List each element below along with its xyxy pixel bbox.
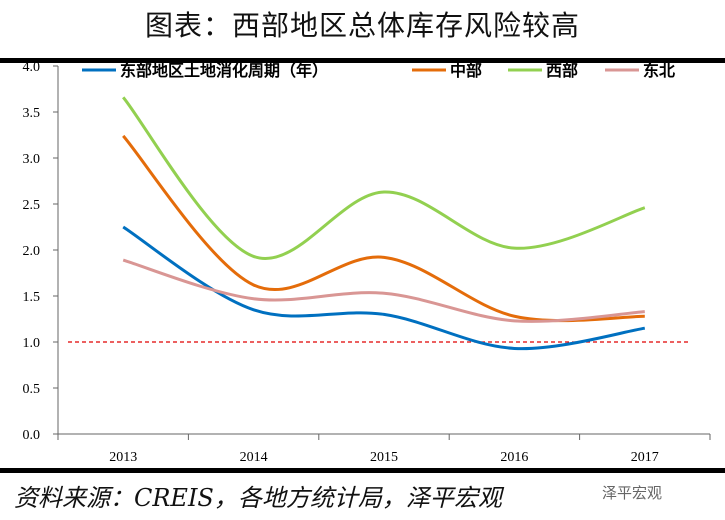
x-tick-label: 2013 — [109, 450, 137, 465]
y-tick-label: 2.5 — [23, 198, 41, 213]
series-line-0 — [122, 225, 646, 351]
bottom-rule — [0, 468, 725, 473]
x-tick-label: 2016 — [500, 450, 528, 465]
y-tick-label: 1.0 — [23, 336, 41, 351]
y-tick-label: 4.0 — [23, 60, 41, 75]
y-tick-label: 0.5 — [23, 382, 41, 397]
series-line-3 — [122, 258, 645, 323]
x-tick-label: 2017 — [631, 450, 659, 465]
y-tick-label: 1.5 — [23, 290, 41, 305]
source-note: 资料来源：CREIS，各地方统计局，泽平宏观 — [14, 484, 502, 512]
legend-label-0: 东部地区土地消化周期（年） — [120, 61, 328, 80]
watermark: 泽平宏观 — [602, 484, 663, 502]
legend-label-1: 中部 — [450, 61, 482, 80]
chart-title: 图表：西部地区总体库存风险较高 — [144, 9, 580, 42]
y-tick-label: 0.0 — [23, 428, 41, 443]
x-tick-label: 2014 — [240, 450, 268, 465]
y-tick-label: 3.5 — [23, 106, 41, 121]
top-rule — [0, 58, 725, 63]
x-tick-label: 2015 — [370, 450, 398, 465]
y-tick-label: 2.0 — [23, 244, 41, 259]
y-tick-label: 3.0 — [23, 152, 41, 167]
legend-label-3: 东北 — [643, 61, 675, 80]
series-line-2 — [122, 96, 646, 260]
line-chart: 0.0 0.5 1.0 1.5 2.0 2.5 3.0 3.5 4.0 2013 2014 2015 2… — [23, 60, 711, 465]
legend-label-2: 西部 — [546, 61, 578, 80]
